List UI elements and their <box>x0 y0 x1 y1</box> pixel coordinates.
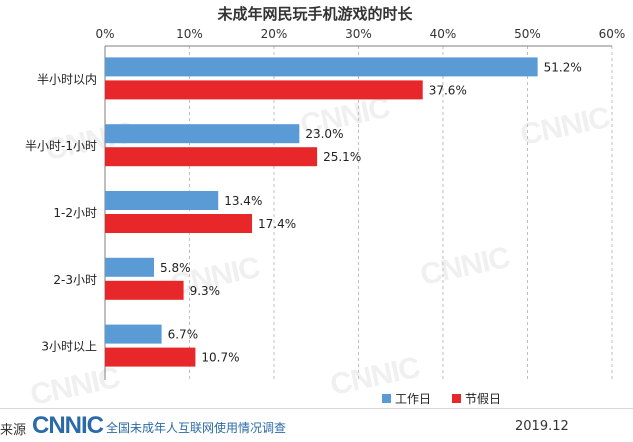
footer-date: 2019.12 <box>515 419 569 434</box>
legend-label: 节假日 <box>465 392 501 406</box>
legend-swatch-holiday <box>452 394 461 403</box>
data-label: 51.2% <box>544 60 582 74</box>
bar-holiday <box>105 347 196 367</box>
footer-survey-name: 全国未成年人互联网使用情况调查 <box>106 421 287 435</box>
bar-workday <box>105 257 155 277</box>
bar-workday <box>105 124 300 144</box>
data-label: 25.1% <box>323 150 361 164</box>
bar-holiday <box>105 147 318 167</box>
legend-label: 工作日 <box>395 392 431 406</box>
category-label: 半小时以内 <box>37 72 97 86</box>
data-label: 5.8% <box>160 261 191 275</box>
bar-holiday <box>105 80 423 100</box>
x-tick-label: 60% <box>599 27 626 41</box>
x-tick-label: 10% <box>176 27 203 41</box>
footer-source-label: 来源 <box>0 423 27 438</box>
bar-workday <box>105 324 162 344</box>
data-label: 10.7% <box>201 351 239 365</box>
category-label: 半小时-1小时 <box>25 139 97 153</box>
data-label: 6.7% <box>168 328 199 342</box>
footer: 来源 CNNIC 全国未成年人互联网使用情况调查 2019.12 <box>0 408 633 442</box>
data-label: 13.4% <box>224 194 262 208</box>
chart-title: 未成年网民玩手机游戏的时长 <box>216 5 413 23</box>
x-tick-label: 0% <box>95 27 114 41</box>
footer-divider <box>0 408 633 409</box>
x-tick-label: 30% <box>345 27 372 41</box>
category-label: 1-2小时 <box>53 206 97 220</box>
x-tick-label: 20% <box>261 27 288 41</box>
cnnic-logo: CNNIC <box>32 412 104 439</box>
category-label: 2-3小时 <box>53 273 97 287</box>
bar-holiday <box>105 280 184 300</box>
x-tick-label: 50% <box>514 27 541 41</box>
category-label: 3小时以上 <box>41 340 97 354</box>
bar-holiday <box>105 214 253 233</box>
bar-workday <box>105 191 219 210</box>
bar-workday <box>105 57 538 77</box>
data-label: 37.6% <box>429 83 467 97</box>
x-tick-label: 40% <box>430 27 457 41</box>
data-label: 9.3% <box>190 284 221 298</box>
data-label: 23.0% <box>305 127 343 141</box>
legend-swatch-workday <box>382 394 391 403</box>
data-label: 17.4% <box>258 217 296 231</box>
